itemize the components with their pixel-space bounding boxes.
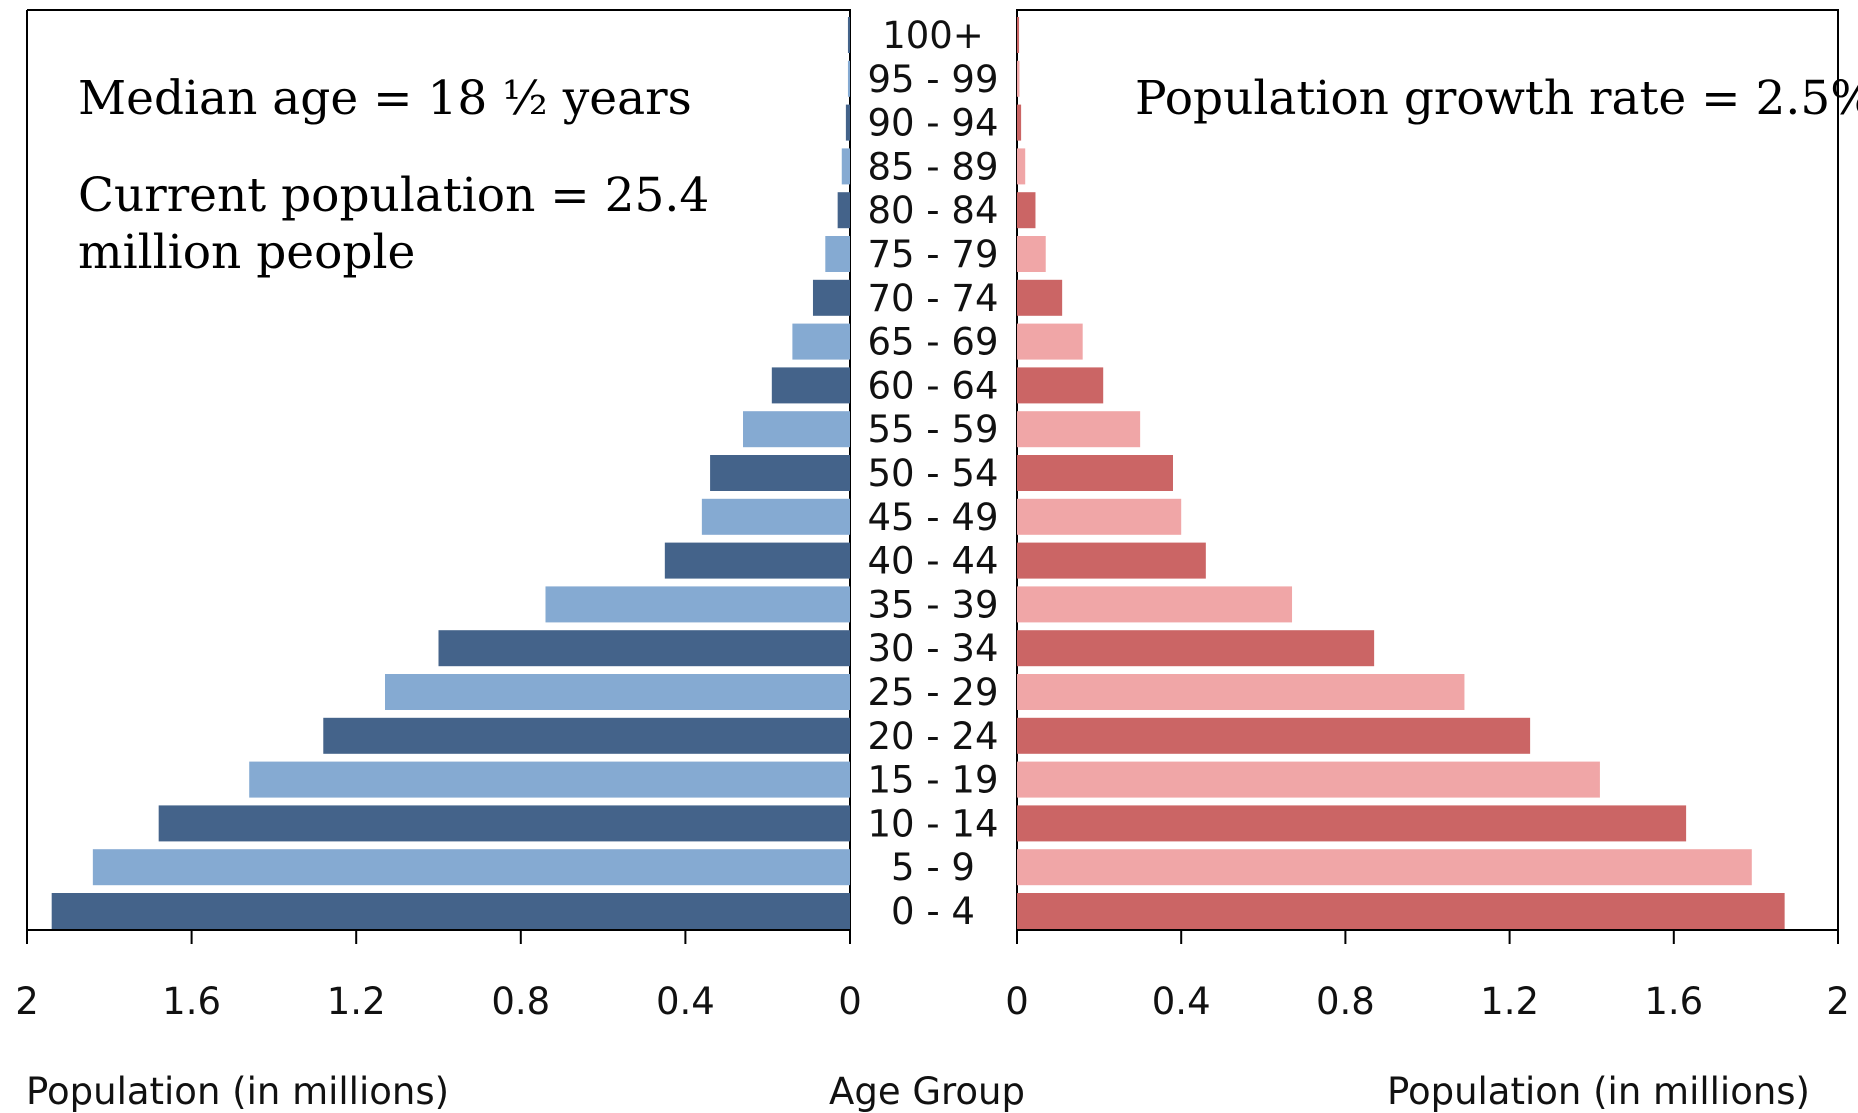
bar-right-50-54	[1017, 455, 1173, 491]
bar-left-70-74	[812, 279, 850, 316]
age-label-90-94: 90 - 94	[867, 102, 998, 145]
bar-right-20-24	[1017, 717, 1531, 754]
age-label-40-44: 40 - 44	[867, 540, 998, 583]
bar-left-10-14	[158, 805, 850, 842]
bar-right-60-64	[1017, 367, 1104, 404]
tick-label-right: 0	[1005, 980, 1029, 1023]
x-axis-title-center: Age Group	[829, 1070, 1025, 1113]
bar-right-90-94	[1017, 104, 1022, 141]
bar-left-100+	[847, 17, 850, 53]
bar-right-55-59	[1017, 411, 1141, 448]
tick-label-right: 2	[1826, 980, 1850, 1023]
age-label-80-84: 80 - 84	[867, 189, 998, 232]
bar-left-45-49	[701, 498, 850, 535]
age-label-65-69: 65 - 69	[867, 321, 998, 364]
bar-right-65-69	[1017, 323, 1083, 360]
bar-right-10-14	[1017, 805, 1687, 842]
bar-left-65-69	[792, 323, 850, 360]
tick-label-right: 0.4	[1152, 980, 1211, 1023]
age-label-100+: 100+	[882, 14, 984, 57]
bar-right-15-19	[1017, 761, 1600, 798]
bar-left-5-9	[92, 849, 851, 886]
age-label-35-39: 35 - 39	[867, 583, 998, 626]
bar-right-70-74	[1017, 279, 1063, 316]
tick-label-left: 0.8	[491, 980, 550, 1023]
left-bars	[51, 17, 851, 929]
bar-left-40-44	[664, 542, 850, 579]
bar-left-35-39	[545, 586, 850, 623]
bar-left-15-19	[249, 761, 850, 798]
bar-left-75-79	[825, 236, 850, 272]
tick-label-left: 2	[15, 980, 39, 1023]
age-label-50-54: 50 - 54	[867, 452, 998, 495]
bar-left-20-24	[323, 717, 850, 754]
bar-left-90-94	[845, 104, 850, 141]
bar-right-30-34	[1017, 630, 1375, 667]
age-label-15-19: 15 - 19	[867, 759, 998, 802]
bar-left-60-64	[771, 367, 850, 404]
age-label-75-79: 75 - 79	[867, 233, 998, 276]
tick-label-left: 0	[838, 980, 862, 1023]
age-label-45-49: 45 - 49	[867, 496, 998, 539]
tick-label-left: 0.4	[656, 980, 715, 1023]
bar-left-85-89	[841, 148, 850, 185]
right-bars	[1017, 17, 1785, 929]
bar-right-0-4	[1017, 893, 1785, 929]
tick-label-right: 0.8	[1316, 980, 1375, 1023]
bar-right-80-84	[1017, 192, 1036, 229]
bar-left-95-99	[847, 60, 850, 97]
age-label-70-74: 70 - 74	[867, 277, 998, 320]
population-annotation-line1: Current population = 25.4	[78, 168, 709, 223]
age-label-20-24: 20 - 24	[867, 715, 998, 758]
bar-left-50-54	[710, 455, 850, 491]
age-label-25-29: 25 - 29	[867, 671, 998, 714]
age-label-30-34: 30 - 34	[867, 627, 998, 670]
x-axis-title-right: Population (in millions)	[1387, 1070, 1810, 1113]
bar-left-0-4	[51, 893, 850, 929]
bar-right-40-44	[1017, 542, 1206, 579]
age-label-95-99: 95 - 99	[867, 58, 998, 101]
population-annotation-line2: million people	[78, 225, 415, 280]
age-label-60-64: 60 - 64	[867, 364, 998, 407]
age-label-0-4: 0 - 4	[891, 890, 975, 933]
bar-right-95-99	[1017, 60, 1020, 97]
bar-right-35-39	[1017, 586, 1293, 623]
left-panel-frame	[26, 9, 851, 930]
tick-label-right: 1.6	[1644, 980, 1703, 1023]
bar-left-80-84	[837, 192, 850, 229]
growth-rate-annotation: Population growth rate = 2.5%	[1135, 71, 1858, 126]
bar-right-85-89	[1017, 148, 1026, 185]
bar-right-45-49	[1017, 498, 1182, 535]
age-label-55-59: 55 - 59	[867, 408, 998, 451]
tick-label-left: 1.2	[327, 980, 386, 1023]
tick-label-left: 1.6	[162, 980, 221, 1023]
bar-left-25-29	[385, 674, 850, 710]
bar-right-100+	[1017, 17, 1020, 53]
x-axis-ticks: 2 1.6 1.2 0.8 0.4 0 0 0.4 0.8 1.2 1.6 2	[15, 930, 1850, 1023]
bar-right-5-9	[1017, 849, 1752, 886]
x-axis-title-left: Population (in millions)	[26, 1070, 449, 1113]
bar-right-75-79	[1017, 236, 1046, 272]
age-label-5-9: 5 - 9	[891, 846, 975, 889]
tick-label-right: 1.2	[1480, 980, 1539, 1023]
bar-left-30-34	[438, 630, 850, 667]
bar-right-25-29	[1017, 674, 1465, 710]
age-label-10-14: 10 - 14	[867, 802, 998, 845]
age-label-85-89: 85 - 89	[867, 145, 998, 188]
median-age-annotation: Median age = 18 ½ years	[78, 71, 692, 126]
bar-left-55-59	[743, 411, 850, 448]
